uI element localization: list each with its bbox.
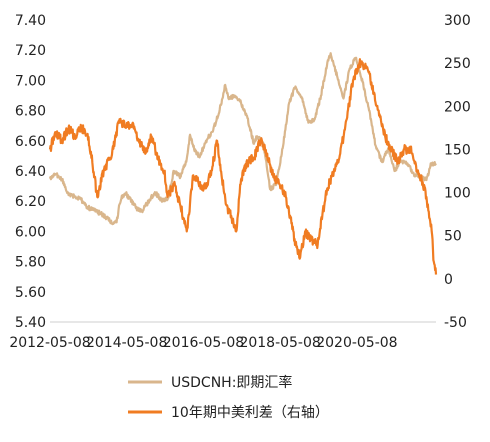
x-tick-label: 2012-05-08 (9, 335, 90, 351)
left-tick-label: 5.60 (15, 285, 46, 301)
x-axis-ticks: 2012-05-082014-05-082016-05-082018-05-08… (9, 335, 397, 351)
legend-item-spread: 10年期中美利差（右轴） (128, 405, 329, 421)
left-tick-label: 5.80 (15, 255, 46, 271)
right-tick-label: 200 (444, 99, 471, 115)
legend: USDCNH:即期汇率 10年期中美利差（右轴） (128, 374, 329, 421)
left-tick-label: 6.80 (15, 104, 46, 120)
right-tick-label: 150 (444, 142, 471, 158)
legend-label-spread: 10年期中美利差（右轴） (171, 405, 329, 421)
right-axis-ticks: 300 250 200 150 100 50 0 -50 (444, 13, 471, 331)
left-tick-label: 5.40 (15, 315, 46, 331)
x-tick-label: 2014-05-08 (86, 335, 167, 351)
left-tick-label: 6.60 (15, 134, 46, 150)
right-tick-label: 300 (444, 13, 471, 29)
series-line-spread (48, 58, 438, 275)
right-tick-label: 0 (444, 272, 453, 288)
right-tick-label: 50 (444, 229, 462, 245)
left-tick-label: 7.00 (15, 73, 46, 89)
series-line-usdcnh (48, 52, 437, 226)
x-tick-label: 2020-05-08 (316, 335, 397, 351)
plot-area (48, 52, 438, 323)
left-tick-label: 6.20 (15, 194, 46, 210)
left-tick-label: 6.40 (15, 164, 46, 180)
x-tick-label: 2018-05-08 (239, 335, 320, 351)
legend-label-usdcnh: USDCNH:即期汇率 (171, 374, 292, 391)
left-tick-label: 6.00 (15, 224, 46, 240)
x-tick-label: 2016-05-08 (163, 335, 244, 351)
right-tick-label: -50 (444, 315, 467, 331)
right-tick-label: 250 (444, 56, 471, 72)
series-group (48, 52, 438, 275)
left-axis-ticks: 7.40 7.20 7.00 6.80 6.60 6.40 6.20 6.00 5.80 5.60… (15, 13, 46, 331)
right-tick-label: 100 (444, 186, 471, 202)
legend-item-usdcnh: USDCNH:即期汇率 (128, 374, 292, 391)
left-tick-label: 7.20 (15, 43, 46, 59)
left-tick-label: 7.40 (15, 13, 46, 29)
